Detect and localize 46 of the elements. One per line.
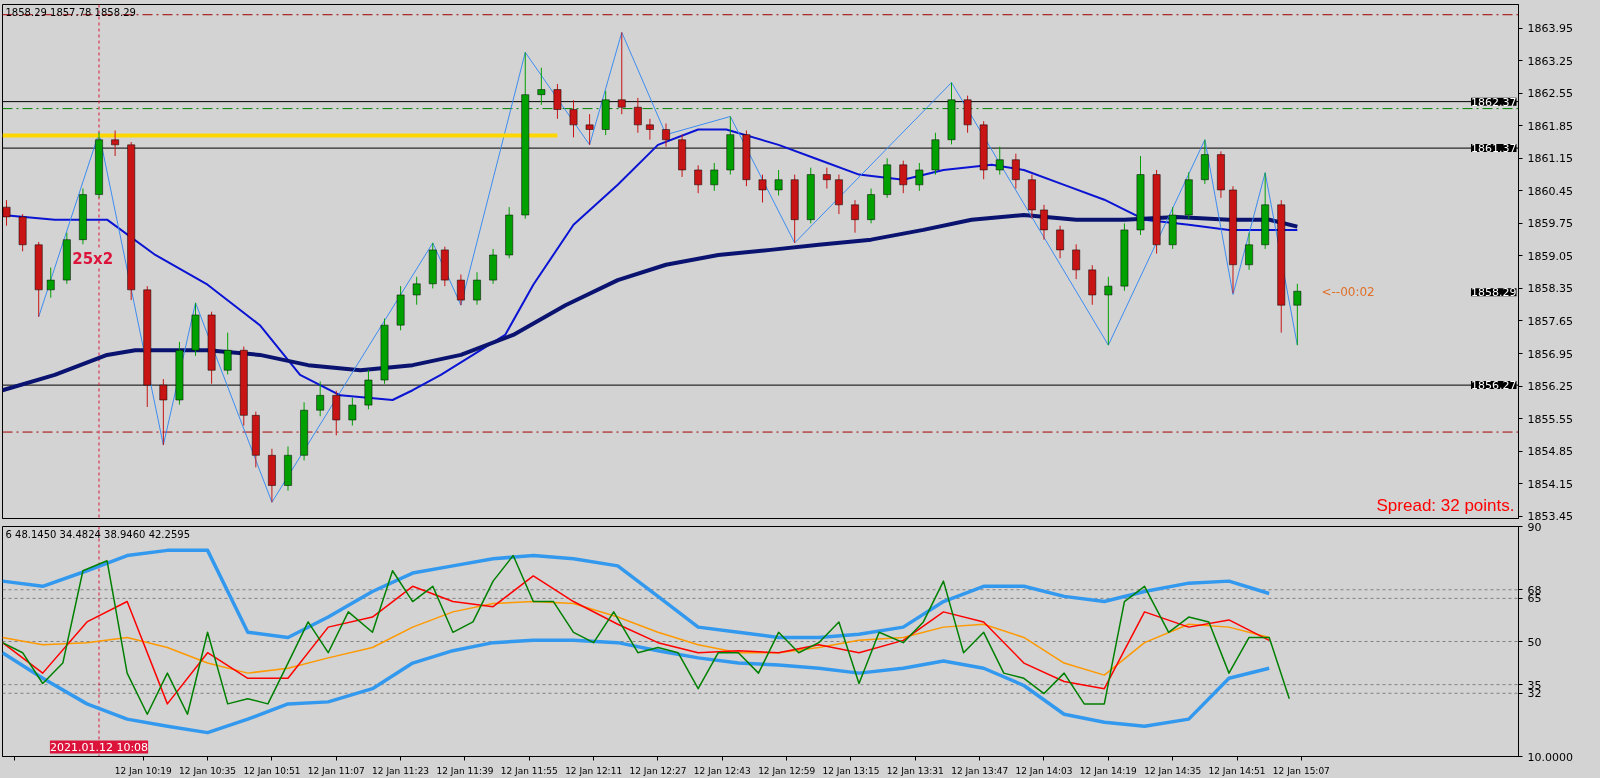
x-tick-label: 12 Jan 11:55 (500, 765, 558, 776)
annotation: 25x2 (72, 249, 114, 268)
y-tick-label: 1855.55 (1527, 412, 1573, 426)
y-tick-label: 1863.25 (1527, 54, 1573, 68)
x-tick-label: 12 Jan 14:19 (1079, 765, 1138, 776)
annotation: 1858.29 (1471, 286, 1517, 300)
y-tick-label: 1860.45 (1527, 184, 1573, 198)
x-tick-label: 12 Jan 10:35 (179, 765, 237, 776)
x-tick-label: 12 Jan 14:35 (1144, 765, 1202, 776)
x-tick-label: 12 Jan 11:39 (436, 765, 494, 776)
ref-line-label: 1861.37 (1471, 142, 1517, 156)
y-tick-label: 50 (1527, 635, 1542, 649)
annotation: 6 48.1450 34.4824 38.9460 42.2595 (5, 528, 190, 540)
x-tick-label: 12 Jan 12:27 (629, 765, 687, 776)
y-tick-label: 1854.15 (1527, 477, 1573, 491)
x-tick-label: 12 Jan 12:43 (693, 765, 751, 776)
y-tick-label: 10.0000 (1527, 750, 1573, 764)
x-tick-label: 12 Jan 13:47 (951, 765, 1009, 776)
y-tick-label: 1854.85 (1527, 445, 1573, 459)
x-tick-label: 12 Jan 10:19 (114, 765, 173, 776)
y-tick-label: 1858.35 (1527, 282, 1573, 296)
x-tick-label: 12 Jan 14:51 (1208, 765, 1266, 776)
annotation: Spread: 32 points. (1376, 495, 1515, 515)
y-tick-label: 1859.75 (1527, 217, 1573, 231)
x-tick-label: 12 Jan 13:15 (822, 765, 880, 776)
y-tick-label: 1862.55 (1527, 87, 1573, 101)
ref-line-label: 1856.27 (1471, 379, 1517, 393)
y-tick-label: 1856.95 (1527, 347, 1573, 361)
y-tick-label: 1863.95 (1527, 22, 1573, 36)
y-tick-label: 1861.15 (1527, 152, 1573, 166)
x-tick-label: 12 Jan 14:03 (1015, 765, 1073, 776)
x-tick-label: 12 Jan 11:07 (307, 765, 365, 776)
annotation: <--00:02 (1321, 285, 1375, 300)
x-tick-label: 12 Jan 15:07 (1272, 765, 1330, 776)
ref-line-label: 1862.37 (1471, 95, 1517, 109)
annotation: 1858.29 1857.78 1858.29 (5, 6, 136, 18)
x-tick-label: 12 Jan 10:51 (243, 765, 301, 776)
x-tick-label: 12 Jan 13:31 (886, 765, 944, 776)
y-tick-label: 1856.25 (1527, 380, 1573, 394)
x-tick-label: 12 Jan 12:59 (758, 765, 816, 776)
y-tick-label: 1857.65 (1527, 314, 1573, 328)
y-tick-label: 1861.85 (1527, 119, 1573, 133)
ref-line-label: 2021.01.12 10:08 (49, 740, 149, 754)
y-tick-label: 1859.05 (1527, 249, 1573, 263)
x-tick-label: 12 Jan 12:11 (565, 765, 623, 776)
x-tick-label: 12 Jan 11:23 (372, 765, 430, 776)
